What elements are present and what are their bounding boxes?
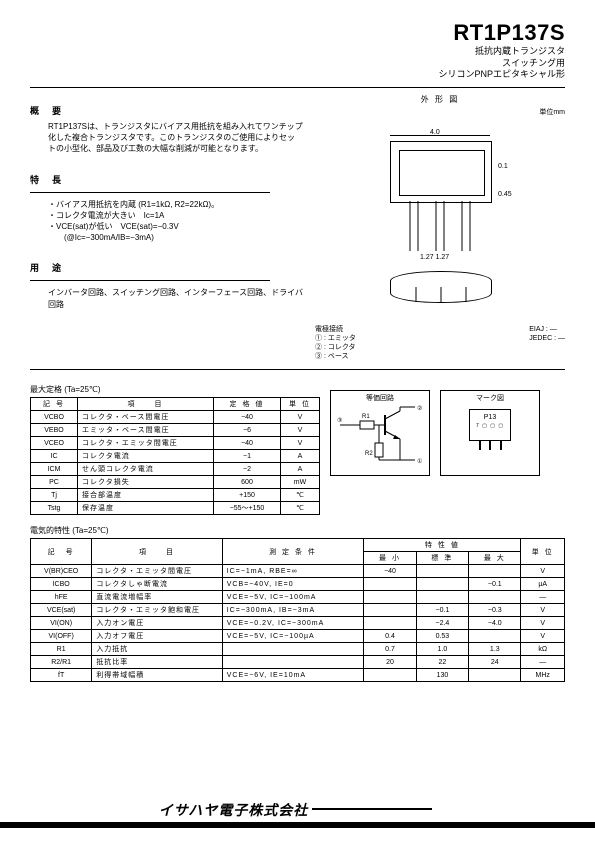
table-row: Tj接合部温度+150℃ xyxy=(31,489,320,502)
ratings-th-value: 定 格 値 xyxy=(214,398,281,411)
table-row: VEBOエミッタ・ベース間電圧−6V xyxy=(31,424,320,437)
elec-th-max: 最 大 xyxy=(469,552,521,565)
ratings-th-symbol: 記 号 xyxy=(31,398,78,411)
pinout-heading: 電極接続 xyxy=(315,325,356,334)
table-row: V(BR)CEOコレクタ・エミッタ間電圧IC=−1mA, RBE=∞−40V xyxy=(31,565,565,578)
table-row: ICMせん頭コレクタ電流−2A xyxy=(31,463,320,476)
feature-item: ・バイアス用抵抗を内蔵 (R1=1kΩ, R2=22kΩ)。 xyxy=(48,199,303,210)
ratings-caption: 最大定格 (Ta=25℃) xyxy=(30,384,320,395)
subtitle-2: スイッチング用 xyxy=(30,58,565,70)
table-row: ICBOコレクタしゃ断電流VCB=−40V, IE=0−0.1µA xyxy=(31,578,565,591)
pin-2: ② : コレクタ xyxy=(315,343,356,352)
outline-unit: 単位mm xyxy=(315,107,565,117)
mid-rule xyxy=(30,369,565,370)
svg-text:②: ② xyxy=(417,405,422,412)
applications-rule xyxy=(30,280,270,281)
subtitle-1: 抵抗内蔵トランジスタ xyxy=(30,46,565,58)
equiv-circuit-box: 等価回路 ③ ② ① R1 R2 xyxy=(330,390,430,476)
footer-company: イサハヤ電子株式会社 xyxy=(0,800,595,828)
pin-1: ① : エミッタ xyxy=(315,334,356,343)
marking-heading: マーク図 xyxy=(441,393,539,403)
eiaj-code: EIAJ : — xyxy=(529,325,565,334)
svg-text:R2: R2 xyxy=(365,451,373,457)
applications-heading: 用 途 xyxy=(30,261,303,274)
elec-caption: 電気的特性 (Ta=25℃) xyxy=(30,525,565,536)
subtitle-3: シリコンPNPエピタキシャル形 xyxy=(30,69,565,81)
equiv-circuit-diagram: ③ ② ① R1 R2 xyxy=(333,403,427,471)
table-row: PCコレクタ損失600mW xyxy=(31,476,320,489)
dim-lead-thick: 0.45 xyxy=(498,191,512,198)
svg-text:①: ① xyxy=(417,458,422,465)
table-row: hFE直流電流増幅率VCE=−5V, IC=−100mA— xyxy=(31,591,565,604)
table-row: VI(OFF)入力オフ電圧VCE=−5V, IC=−100µA0.40.53V xyxy=(31,630,565,643)
ratings-th-item: 項 目 xyxy=(78,398,214,411)
leads-icon xyxy=(390,201,490,261)
elec-th-values: 特 性 値 xyxy=(364,539,521,552)
table-row: R1入力抵抗0.71.01.3kΩ xyxy=(31,643,565,656)
part-number: RT1P137S xyxy=(30,20,565,46)
pin-3: ③ : ベース xyxy=(315,352,356,361)
table-row: VCE(sat)コレクタ・エミッタ飽和電圧IC=−300mA, IB=−3mA−… xyxy=(31,604,565,617)
jedec-code: JEDEC : — xyxy=(529,334,565,343)
side-view-icon xyxy=(391,272,491,302)
marking-code: P13 xyxy=(470,410,510,421)
dim-pitch: 1.27 1.27 xyxy=(420,254,449,261)
elec-th-min: 最 小 xyxy=(364,552,416,565)
svg-text:R1: R1 xyxy=(362,414,370,420)
table-row: ICコレクタ電流−1A xyxy=(31,450,320,463)
table-row: VI(ON)入力オン電圧VCE=−0.2V, IC=−300mA−2.4−4.0… xyxy=(31,617,565,630)
elec-th-cond: 測 定 条 件 xyxy=(222,539,364,565)
table-row: VCBOコレクタ・ベース間電圧−40V xyxy=(31,411,320,424)
applications-body: インバータ回路、スイッチング回路、インターフェース回路、ドライバ回路 xyxy=(48,287,303,309)
elec-th-typ: 標 準 xyxy=(416,552,468,565)
feature-item: ・VCE(sat)が低い VCE(sat)=−0.3V (@Ic=−300mA/… xyxy=(48,221,303,243)
elec-th-item: 項 目 xyxy=(92,539,222,565)
electrical-table: 記 号 項 目 測 定 条 件 特 性 値 単 位 最 小 標 準 最 大 V(… xyxy=(30,538,565,682)
package-drawing: 4.0 0.1 0.45 1.27 1.27 xyxy=(340,121,540,321)
table-row: R2/R1抵抗比率202224— xyxy=(31,656,565,669)
features-rule xyxy=(30,192,270,193)
marking-drawing: P13 7 ▢ ▢ ▢ xyxy=(469,409,511,441)
table-row: fT利得帯域幅積VCE=−6V, IE=10mA130MHz xyxy=(31,669,565,682)
header-rule xyxy=(30,87,565,88)
overview-heading: 概 要 xyxy=(30,104,303,117)
overview-body: RT1P137Sは、トランジスタにバイアス用抵抗を組み入れてワンチップ化した複合… xyxy=(48,121,303,155)
ratings-th-unit: 単 位 xyxy=(281,398,320,411)
feature-item: ・コレクタ電流が大きい Ic=1A xyxy=(48,210,303,221)
elec-th-symbol: 記 号 xyxy=(31,539,92,565)
outline-heading: 外 形 図 xyxy=(315,94,565,105)
table-row: VCEOコレクタ・エミッタ間電圧−40V xyxy=(31,437,320,450)
features-heading: 特 長 xyxy=(30,173,303,186)
svg-text:③: ③ xyxy=(337,417,342,424)
equiv-circuit-heading: 等価回路 xyxy=(331,393,429,403)
marking-box: マーク図 P13 7 ▢ ▢ ▢ xyxy=(440,390,540,476)
table-row: Tstg保存温度−55〜+150℃ xyxy=(31,502,320,515)
elec-th-unit: 単 位 xyxy=(521,539,565,565)
ratings-table: 記 号 項 目 定 格 値 単 位 VCBOコレクタ・ベース間電圧−40VVEB… xyxy=(30,397,320,515)
dim-marker: 0.1 xyxy=(498,163,508,170)
